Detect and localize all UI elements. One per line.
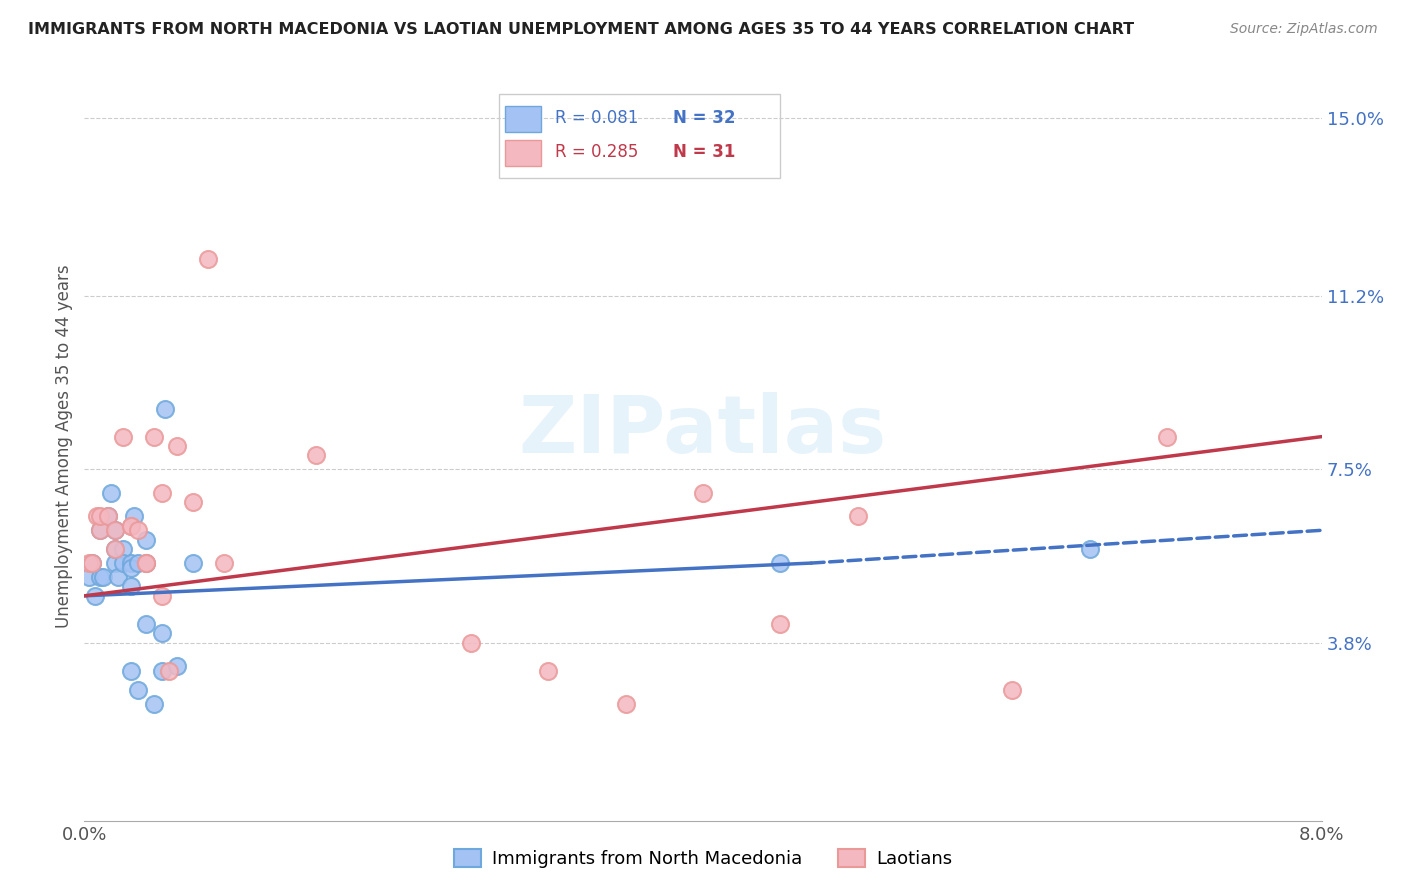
Legend: Immigrants from North Macedonia, Laotians: Immigrants from North Macedonia, Laotian… <box>447 841 959 875</box>
Point <box>77 556 100 570</box>
Point <box>82 556 104 570</box>
Point <box>104 523 127 537</box>
Point <box>135 533 157 547</box>
Text: Source: ZipAtlas.com: Source: ZipAtlas.com <box>1230 22 1378 37</box>
Point <box>91 570 114 584</box>
Point <box>127 523 149 537</box>
Point <box>82 556 104 570</box>
Point <box>86 509 108 524</box>
Point <box>96 509 118 524</box>
Point <box>135 556 157 570</box>
Point <box>112 430 135 444</box>
Point <box>150 589 173 603</box>
Point <box>77 570 100 584</box>
Text: N = 32: N = 32 <box>673 109 735 127</box>
Point <box>120 518 142 533</box>
Point <box>166 439 188 453</box>
Point <box>1078 541 1101 557</box>
Point <box>120 561 142 575</box>
Point <box>181 495 204 509</box>
Point <box>135 617 157 632</box>
Bar <box>499 94 780 178</box>
Y-axis label: Unemployment Among Ages 35 to 44 years: Unemployment Among Ages 35 to 44 years <box>55 264 73 628</box>
Point <box>112 541 135 557</box>
Point <box>89 523 111 537</box>
Point <box>846 509 869 524</box>
Point <box>112 556 135 570</box>
Point <box>614 697 637 711</box>
Point <box>120 580 142 594</box>
Text: IMMIGRANTS FROM NORTH MACEDONIA VS LAOTIAN UNEMPLOYMENT AMONG AGES 35 TO 44 YEAR: IMMIGRANTS FROM NORTH MACEDONIA VS LAOTI… <box>28 22 1135 37</box>
Text: N = 31: N = 31 <box>673 143 735 161</box>
Point <box>127 556 149 570</box>
Point <box>197 252 219 266</box>
Point <box>127 682 149 697</box>
Point <box>122 509 145 524</box>
Point <box>150 664 173 678</box>
Point <box>107 570 129 584</box>
Point <box>135 556 157 570</box>
Point <box>692 485 714 500</box>
Text: R = 0.081: R = 0.081 <box>555 109 638 127</box>
Point <box>159 664 180 678</box>
Point <box>1156 430 1178 444</box>
Point <box>84 589 107 603</box>
Point <box>460 635 482 649</box>
Point <box>104 541 127 557</box>
Point <box>120 664 142 678</box>
Point <box>769 556 792 570</box>
Point <box>150 626 173 640</box>
Bar <box>505 140 541 166</box>
Point <box>135 556 157 570</box>
Point <box>143 697 166 711</box>
Point <box>143 430 166 444</box>
Point <box>305 449 328 463</box>
Point <box>89 570 111 584</box>
Point <box>120 518 142 533</box>
Point <box>89 509 111 524</box>
Point <box>96 509 118 524</box>
Text: R = 0.285: R = 0.285 <box>555 143 638 161</box>
Point <box>100 485 122 500</box>
Point <box>120 556 142 570</box>
Point <box>104 523 127 537</box>
Point <box>769 617 792 632</box>
Point <box>212 556 235 570</box>
Text: ZIPatlas: ZIPatlas <box>519 392 887 470</box>
Point <box>89 523 111 537</box>
Point <box>104 541 127 557</box>
Point <box>1001 682 1024 697</box>
Bar <box>505 106 541 132</box>
Point <box>166 659 188 673</box>
Point <box>104 556 127 570</box>
Point <box>153 401 176 416</box>
Point <box>537 664 560 678</box>
Point <box>181 556 204 570</box>
Point <box>150 485 173 500</box>
